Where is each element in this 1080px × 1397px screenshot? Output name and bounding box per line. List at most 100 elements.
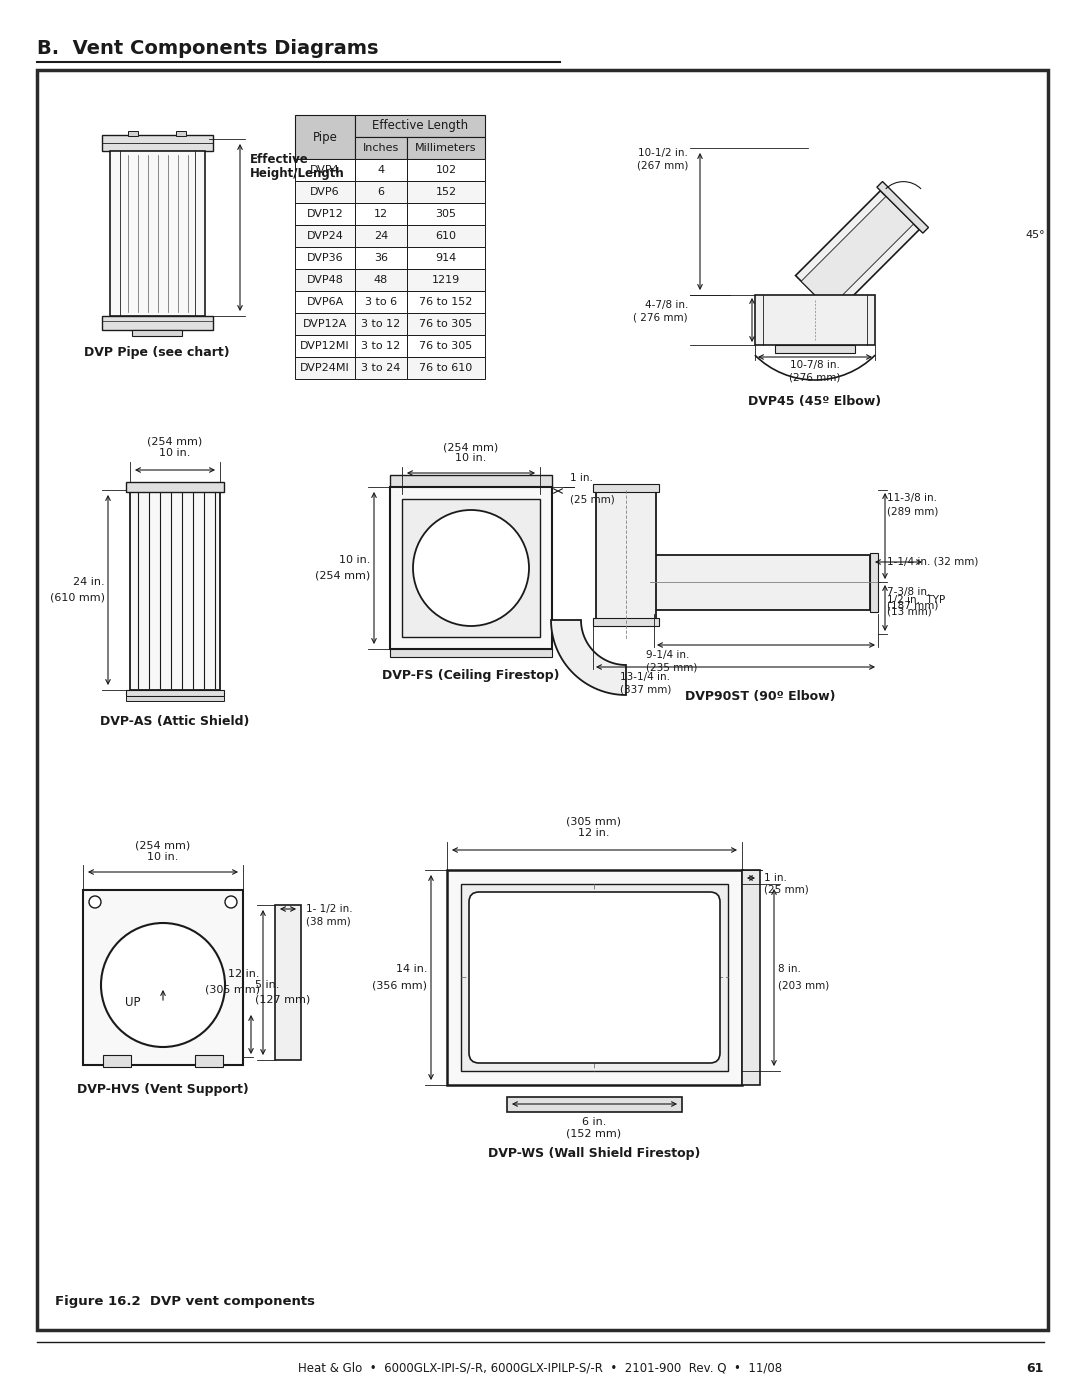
- Text: (38 mm): (38 mm): [306, 916, 351, 926]
- Text: (254 mm): (254 mm): [135, 840, 191, 849]
- Text: 10 in.: 10 in.: [160, 448, 191, 458]
- Text: 8 in.: 8 in.: [778, 964, 801, 974]
- Bar: [355, 182, 407, 203]
- Bar: [83, 890, 243, 1065]
- Text: 6 in.: 6 in.: [582, 1118, 606, 1127]
- Bar: [355, 313, 407, 335]
- Bar: [129, 131, 138, 136]
- Text: Millimeters: Millimeters: [415, 142, 476, 154]
- Text: 102: 102: [435, 165, 457, 175]
- Text: DVP-HVS (Vent Support): DVP-HVS (Vent Support): [77, 1083, 248, 1097]
- Bar: [407, 270, 485, 291]
- Text: DVP24: DVP24: [307, 231, 343, 242]
- Bar: [295, 225, 355, 247]
- Text: 152: 152: [435, 187, 457, 197]
- Bar: [102, 136, 213, 151]
- Bar: [507, 1097, 681, 1112]
- Text: 24: 24: [374, 231, 388, 242]
- Text: (610 mm): (610 mm): [50, 592, 105, 604]
- Bar: [775, 345, 855, 353]
- Bar: [407, 159, 485, 182]
- Circle shape: [284, 914, 292, 921]
- Bar: [295, 335, 355, 358]
- Text: (305 mm): (305 mm): [205, 985, 260, 995]
- Text: 1/2 in.  TYP: 1/2 in. TYP: [887, 595, 945, 605]
- Text: DVP6A: DVP6A: [307, 298, 343, 307]
- Text: (276 mm): (276 mm): [789, 372, 840, 381]
- Bar: [355, 291, 407, 313]
- Bar: [390, 475, 552, 488]
- Bar: [295, 159, 355, 182]
- Bar: [126, 482, 224, 492]
- Bar: [126, 696, 224, 701]
- Text: (254 mm): (254 mm): [444, 441, 499, 453]
- Text: 3 to 12: 3 to 12: [362, 341, 401, 351]
- Text: 4-7/8 in.: 4-7/8 in.: [645, 300, 688, 310]
- Bar: [130, 490, 220, 690]
- Bar: [355, 225, 407, 247]
- Text: DVP45 (45º Elbow): DVP45 (45º Elbow): [748, 395, 881, 408]
- Text: (337 mm): (337 mm): [620, 685, 672, 694]
- Text: 76 to 610: 76 to 610: [419, 363, 473, 373]
- Bar: [447, 870, 742, 1085]
- Text: 1 in.: 1 in.: [570, 474, 593, 483]
- Circle shape: [812, 317, 818, 323]
- Text: 914: 914: [435, 253, 457, 263]
- Text: (187 mm): (187 mm): [887, 599, 939, 610]
- Bar: [102, 316, 213, 330]
- Text: 1 in.: 1 in.: [764, 873, 787, 883]
- Text: 61: 61: [1027, 1362, 1044, 1375]
- Bar: [295, 115, 355, 159]
- Text: (305 mm): (305 mm): [567, 816, 621, 826]
- Bar: [755, 295, 875, 345]
- Text: 3 to 24: 3 to 24: [362, 363, 401, 373]
- Text: (152 mm): (152 mm): [566, 1129, 622, 1139]
- Bar: [402, 499, 540, 637]
- Bar: [103, 1055, 131, 1067]
- Text: Height/Length: Height/Length: [249, 168, 345, 180]
- Text: 5 in.: 5 in.: [255, 981, 280, 990]
- Text: (25 mm): (25 mm): [570, 495, 615, 504]
- Text: DVP24MI: DVP24MI: [300, 363, 350, 373]
- Text: (13 mm): (13 mm): [887, 608, 932, 617]
- Text: 3 to 12: 3 to 12: [362, 319, 401, 330]
- Text: B.  Vent Components Diagrams: B. Vent Components Diagrams: [37, 39, 378, 57]
- Text: 1-1/4 in. (32 mm): 1-1/4 in. (32 mm): [887, 557, 978, 567]
- Bar: [407, 137, 485, 159]
- Text: 1- 1/2 in.: 1- 1/2 in.: [306, 904, 353, 914]
- FancyBboxPatch shape: [469, 893, 720, 1063]
- Bar: [593, 483, 659, 492]
- Text: (254 mm): (254 mm): [147, 437, 203, 447]
- Text: Heat & Glo  •  6000GLX-IPI-S/-R, 6000GLX-IPILP-S/-R  •  2101-900  Rev. Q  •  11/: Heat & Glo • 6000GLX-IPI-S/-R, 6000GLX-I…: [298, 1362, 782, 1375]
- Bar: [355, 159, 407, 182]
- Bar: [275, 905, 301, 1060]
- Text: DVP-AS (Attic Shield): DVP-AS (Attic Shield): [100, 715, 249, 728]
- Text: UP: UP: [125, 996, 141, 1010]
- Text: 10 in.: 10 in.: [147, 852, 178, 862]
- Circle shape: [847, 317, 853, 323]
- Text: 11-3/8 in.: 11-3/8 in.: [887, 493, 937, 503]
- Text: 45°: 45°: [1025, 231, 1044, 240]
- Polygon shape: [551, 620, 626, 694]
- Polygon shape: [796, 191, 919, 314]
- Text: 76 to 305: 76 to 305: [419, 319, 473, 330]
- Text: (127 mm): (127 mm): [255, 995, 310, 1004]
- Bar: [390, 650, 552, 657]
- Text: 13-1/4 in.: 13-1/4 in.: [620, 672, 670, 682]
- Text: ( 276 mm): ( 276 mm): [633, 312, 688, 321]
- Bar: [126, 690, 224, 696]
- Text: DVP48: DVP48: [307, 275, 343, 285]
- Bar: [184, 319, 190, 324]
- Bar: [125, 319, 131, 324]
- Text: DVP12: DVP12: [307, 210, 343, 219]
- Circle shape: [413, 510, 529, 626]
- Circle shape: [89, 895, 102, 908]
- Text: DVP90ST (90º Elbow): DVP90ST (90º Elbow): [685, 690, 835, 703]
- Text: 24 in.: 24 in.: [73, 577, 105, 587]
- Text: (25 mm): (25 mm): [764, 886, 809, 895]
- Bar: [355, 247, 407, 270]
- Bar: [644, 553, 650, 612]
- Bar: [295, 291, 355, 313]
- Bar: [407, 182, 485, 203]
- Bar: [355, 203, 407, 225]
